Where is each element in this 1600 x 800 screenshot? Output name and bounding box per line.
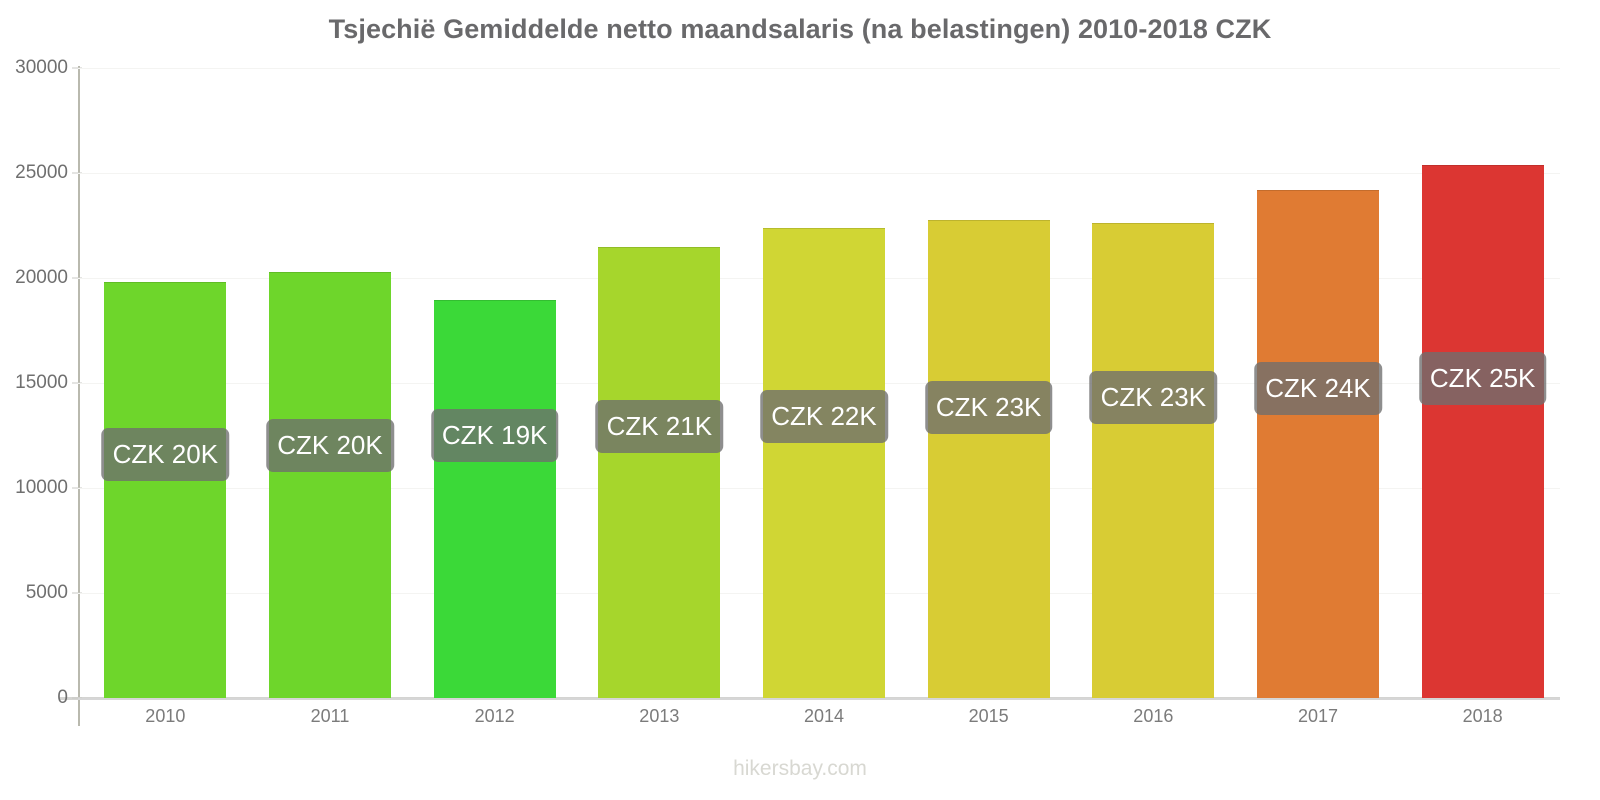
data-label-text: CZK 21K bbox=[595, 399, 724, 453]
data-label-text: CZK 24K bbox=[1254, 361, 1382, 415]
y-tick-label: 15000 bbox=[15, 372, 68, 393]
x-tick-label: 2018 bbox=[1462, 706, 1503, 726]
x-tick-label: 2016 bbox=[1133, 706, 1174, 726]
x-tick-label: 2011 bbox=[310, 706, 350, 726]
y-tick-mark bbox=[72, 67, 82, 69]
data-label-text: CZK 20K bbox=[266, 418, 394, 472]
x-tick-label: 2015 bbox=[968, 706, 1009, 726]
data-label: CZK 22K bbox=[760, 390, 888, 443]
plot-area: CZK 20K CZK 20K CZK 19K CZK 21K CZK 22K CZK 2… bbox=[78, 68, 1560, 700]
y-tick-mark bbox=[72, 382, 82, 384]
data-label: CZK 23K bbox=[1089, 371, 1218, 424]
x-axis-ticks: 2010 2011 2012 2013 2014 2015 2016 2017 2018 bbox=[78, 706, 1560, 746]
footer-credit: hikersbay.com bbox=[733, 757, 867, 780]
bar[interactable] bbox=[927, 220, 1050, 698]
data-label: CZK 23K bbox=[924, 380, 1053, 434]
bar[interactable] bbox=[269, 271, 391, 698]
bar[interactable] bbox=[598, 246, 721, 698]
y-axis-ticks: 0 5000 10000 15000 20000 25000 30000 bbox=[0, 57, 82, 708]
data-label: CZK 19K bbox=[430, 409, 559, 462]
x-tick-label: 2010 bbox=[145, 706, 186, 726]
data-label: CZK 24K bbox=[1254, 361, 1382, 415]
x-tick-label: 2012 bbox=[474, 706, 515, 726]
bar[interactable] bbox=[104, 281, 227, 698]
gridline bbox=[78, 68, 1560, 69]
y-tick-label: 10000 bbox=[15, 477, 68, 498]
y-tick-mark bbox=[72, 277, 82, 279]
bar[interactable] bbox=[1421, 165, 1544, 698]
data-label-text: CZK 25K bbox=[1418, 352, 1547, 405]
y-axis-line bbox=[78, 66, 80, 726]
y-tick-label: 5000 bbox=[25, 582, 68, 603]
data-label: CZK 20K bbox=[266, 418, 394, 472]
data-label: CZK 25K bbox=[1418, 352, 1547, 405]
bar[interactable] bbox=[763, 227, 885, 698]
y-tick-mark bbox=[72, 592, 82, 594]
data-label-text: CZK 19K bbox=[430, 409, 559, 462]
y-tick-label: 20000 bbox=[15, 267, 68, 288]
page-title: Tsjechië Gemiddelde netto maandsalaris (… bbox=[328, 14, 1272, 44]
data-label-text: CZK 20K bbox=[101, 428, 230, 481]
y-tick-mark bbox=[72, 697, 82, 699]
x-tick-label: 2014 bbox=[803, 706, 845, 726]
gridline bbox=[78, 698, 1560, 700]
data-label-text: CZK 22K bbox=[760, 390, 888, 443]
y-tick-mark bbox=[72, 172, 82, 174]
data-label-text: CZK 23K bbox=[924, 380, 1053, 434]
data-label: CZK 20K bbox=[101, 428, 230, 481]
y-tick-label: 0 bbox=[57, 687, 68, 708]
y-tick-mark bbox=[72, 487, 82, 489]
x-tick-label: 2017 bbox=[1297, 706, 1339, 726]
bar[interactable] bbox=[1092, 222, 1215, 698]
bar[interactable] bbox=[1257, 189, 1379, 698]
y-tick-label: 30000 bbox=[15, 57, 68, 78]
gridline bbox=[78, 173, 1560, 174]
data-label: CZK 21K bbox=[595, 399, 724, 453]
data-label-text: CZK 23K bbox=[1089, 371, 1218, 424]
bar[interactable] bbox=[433, 299, 556, 698]
x-tick-label: 2013 bbox=[639, 706, 680, 726]
y-tick-label: 25000 bbox=[15, 162, 68, 183]
